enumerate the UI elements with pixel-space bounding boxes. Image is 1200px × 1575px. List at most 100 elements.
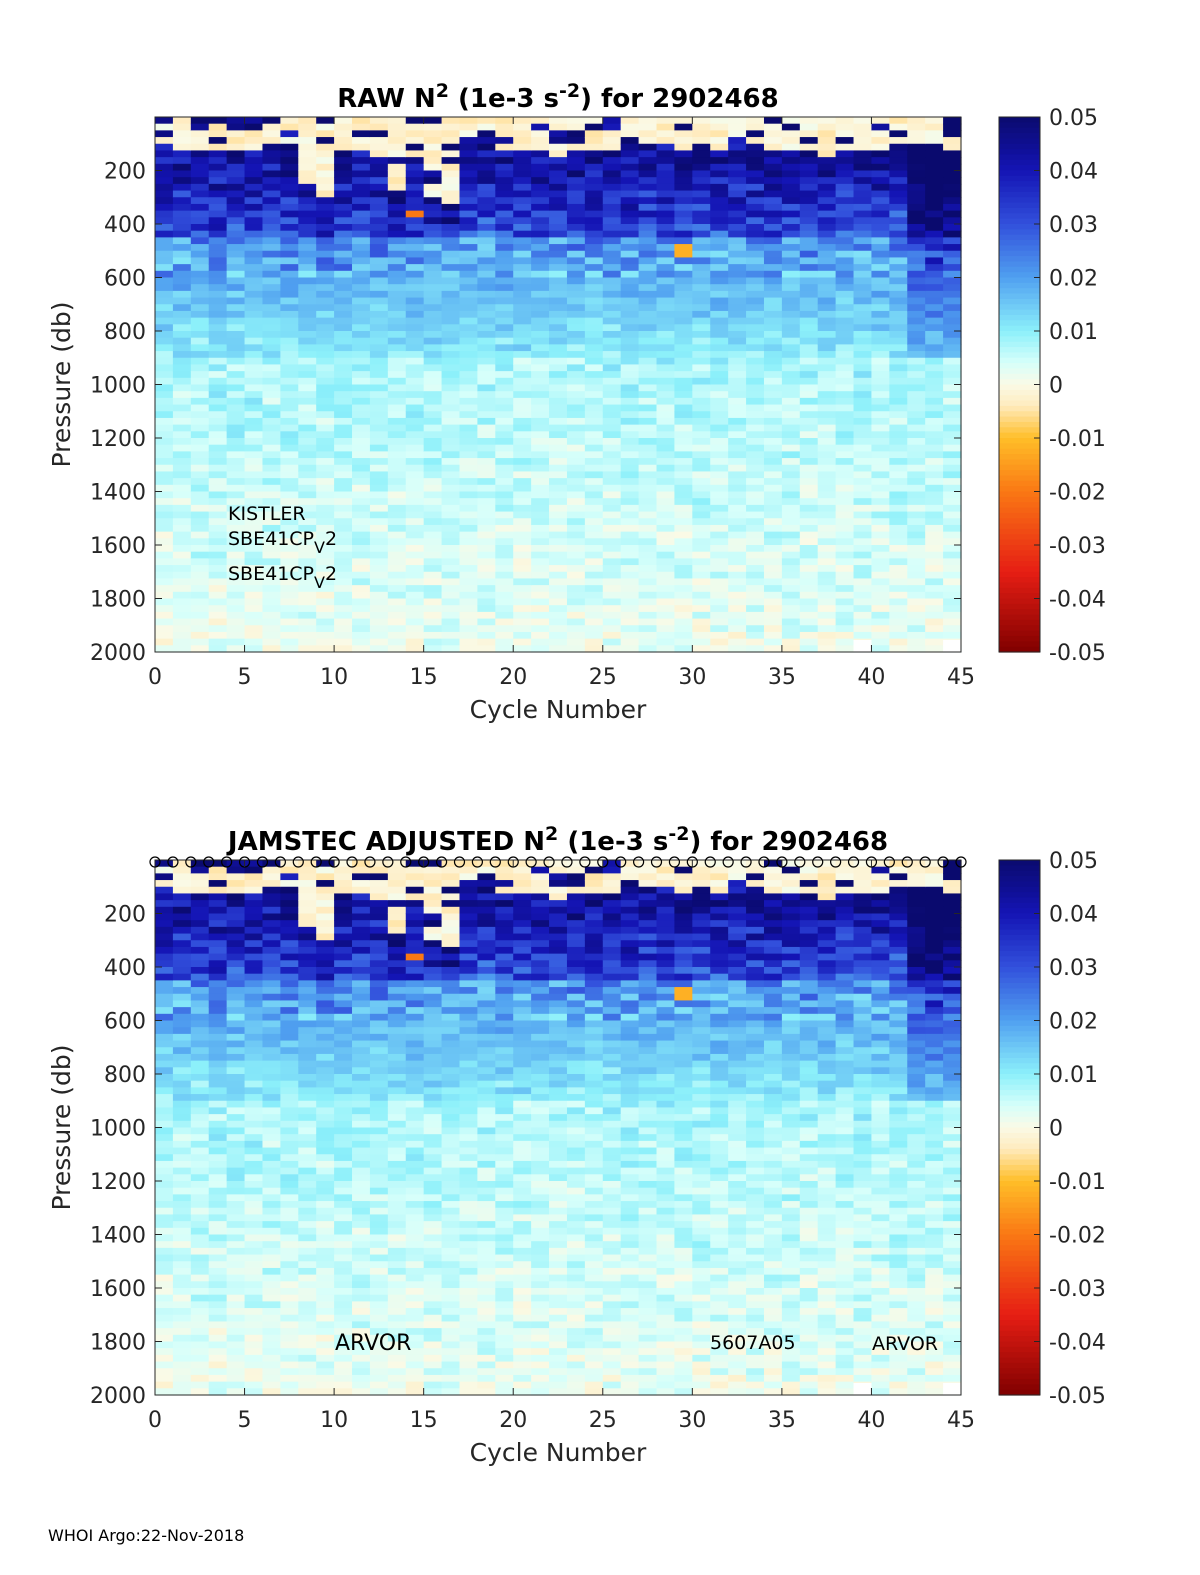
surface-marker <box>740 856 752 868</box>
colorbar-segment <box>999 1063 1040 1070</box>
colorbar-tick-label: 0 <box>1049 1117 1063 1142</box>
colorbar-segment <box>999 1031 1040 1038</box>
y-tick-label: 200 <box>104 160 146 185</box>
x-tick-label: 5 <box>238 1408 252 1433</box>
colorbar-tick-label: 0.05 <box>1049 849 1098 874</box>
colorbar-segment <box>999 950 1040 957</box>
colorbar-segment <box>999 197 1040 204</box>
colorbar-segment <box>999 993 1040 1000</box>
surface-marker <box>382 856 394 868</box>
colorbar-segment <box>999 347 1040 353</box>
colorbar-segment <box>999 400 1040 407</box>
colorbar-segment <box>999 245 1040 252</box>
colorbar-segment <box>999 512 1040 519</box>
colorbar-segment <box>999 983 1040 989</box>
heatmap-panel-2: 0 5 10 15 20 25 30 35 40 45 200 400 600 800 1000 1200 14… <box>47 823 1106 1467</box>
colorbar-segment <box>999 545 1040 551</box>
colorbar-segment <box>999 945 1040 952</box>
colorbar-segment <box>999 1352 1040 1359</box>
colorbar-segment <box>999 1106 1040 1113</box>
colorbar-segment <box>999 1320 1040 1327</box>
colorbar-segment <box>999 566 1040 573</box>
annotation-label: SBE41CPV2 <box>228 563 337 592</box>
colorbar-segment <box>999 1025 1040 1032</box>
colorbar-segment <box>999 373 1040 380</box>
colorbar-segment <box>999 213 1040 220</box>
colorbar-tick-label: 0.01 <box>1049 320 1098 345</box>
colorbar-segment <box>999 432 1040 439</box>
colorbar-segment <box>999 207 1040 214</box>
colorbar-segment <box>999 619 1040 626</box>
colorbar-segment <box>999 1148 1040 1155</box>
colorbar-segment <box>999 1250 1040 1257</box>
x-tick-label: 30 <box>678 665 706 690</box>
colorbar-segment <box>999 886 1040 893</box>
colorbar-tick-label: 0.01 <box>1049 1063 1098 1088</box>
colorbar-segment <box>999 1100 1040 1107</box>
colorbar-segment <box>999 502 1040 509</box>
colorbar-segment <box>999 143 1040 150</box>
y-tick-label: 2000 <box>90 641 146 666</box>
colorbar-segment <box>999 266 1040 273</box>
colorbar-segment <box>999 331 1040 337</box>
colorbar-segment <box>999 357 1040 364</box>
colorbar-segment <box>999 448 1040 455</box>
colorbar-segment <box>999 1282 1040 1289</box>
y-axis-label: Pressure (db) <box>47 1045 76 1211</box>
surface-marker <box>919 856 931 868</box>
heatmap-panel-1: 0 5 10 15 20 25 30 35 40 45 200 400 600 800 1000 1200 14… <box>47 80 1106 724</box>
x-tick-label: 5 <box>238 665 252 690</box>
colorbar-segment <box>999 256 1040 263</box>
colorbar-segment <box>999 491 1040 498</box>
colorbar-segment <box>999 1304 1040 1310</box>
x-tick-label: 35 <box>768 1408 796 1433</box>
colorbar-segment <box>999 1234 1040 1241</box>
surface-marker <box>579 856 591 868</box>
surface-marker <box>901 856 913 868</box>
surface-marker <box>758 856 770 868</box>
surface-marker <box>364 856 376 868</box>
colorbar-segment <box>999 459 1040 466</box>
colorbar-segment <box>999 881 1040 888</box>
missing-data-cell <box>943 1383 961 1395</box>
colorbar-segment <box>999 1047 1040 1054</box>
x-tick-label: 0 <box>148 665 162 690</box>
x-tick-label: 10 <box>320 665 348 690</box>
colorbar-segment <box>999 1036 1040 1043</box>
colorbar-segment <box>999 224 1040 230</box>
colorbar-segment <box>999 593 1040 600</box>
colorbar-segment <box>999 293 1040 300</box>
colorbar-segment <box>999 1041 1040 1048</box>
colorbar-segment <box>999 1346 1040 1353</box>
colorbar-segment <box>999 528 1040 535</box>
colorbar-segment <box>999 1207 1040 1214</box>
colorbar-segment <box>999 1175 1040 1182</box>
colorbar-segment <box>999 1288 1040 1294</box>
colorbar-segment <box>999 977 1040 984</box>
surface-marker <box>650 856 663 868</box>
colorbar-segment <box>999 1378 1040 1385</box>
colorbar-tick-label: -0.01 <box>1049 427 1106 452</box>
colorbar-segment <box>999 122 1040 129</box>
y-tick-label: 1600 <box>90 534 146 559</box>
y-tick-label: 800 <box>104 1063 146 1088</box>
y-tick-label: 1800 <box>90 588 146 613</box>
colorbar-tick-label: -0.04 <box>1049 588 1106 613</box>
colorbar-segment <box>999 918 1040 925</box>
colorbar-segment <box>999 876 1040 882</box>
surface-marker <box>937 856 949 868</box>
x-tick-label: 25 <box>589 1408 617 1433</box>
colorbar-segment <box>999 1164 1040 1171</box>
colorbar-tick-label: 0.04 <box>1049 903 1098 928</box>
colorbar-segment <box>999 1373 1040 1380</box>
colorbar-segment <box>999 934 1040 941</box>
colorbar-segment <box>999 1266 1040 1273</box>
y-tick-label: 200 <box>104 903 146 928</box>
surface-marker <box>471 856 483 868</box>
y-tick-label: 400 <box>104 956 146 981</box>
colorbar-segment <box>999 389 1040 396</box>
surface-marker <box>435 856 448 868</box>
footer-credit: WHOI Argo:22-Nov-2018 <box>48 1526 245 1545</box>
colorbar-segment <box>999 470 1040 477</box>
colorbar-segment <box>999 892 1040 899</box>
